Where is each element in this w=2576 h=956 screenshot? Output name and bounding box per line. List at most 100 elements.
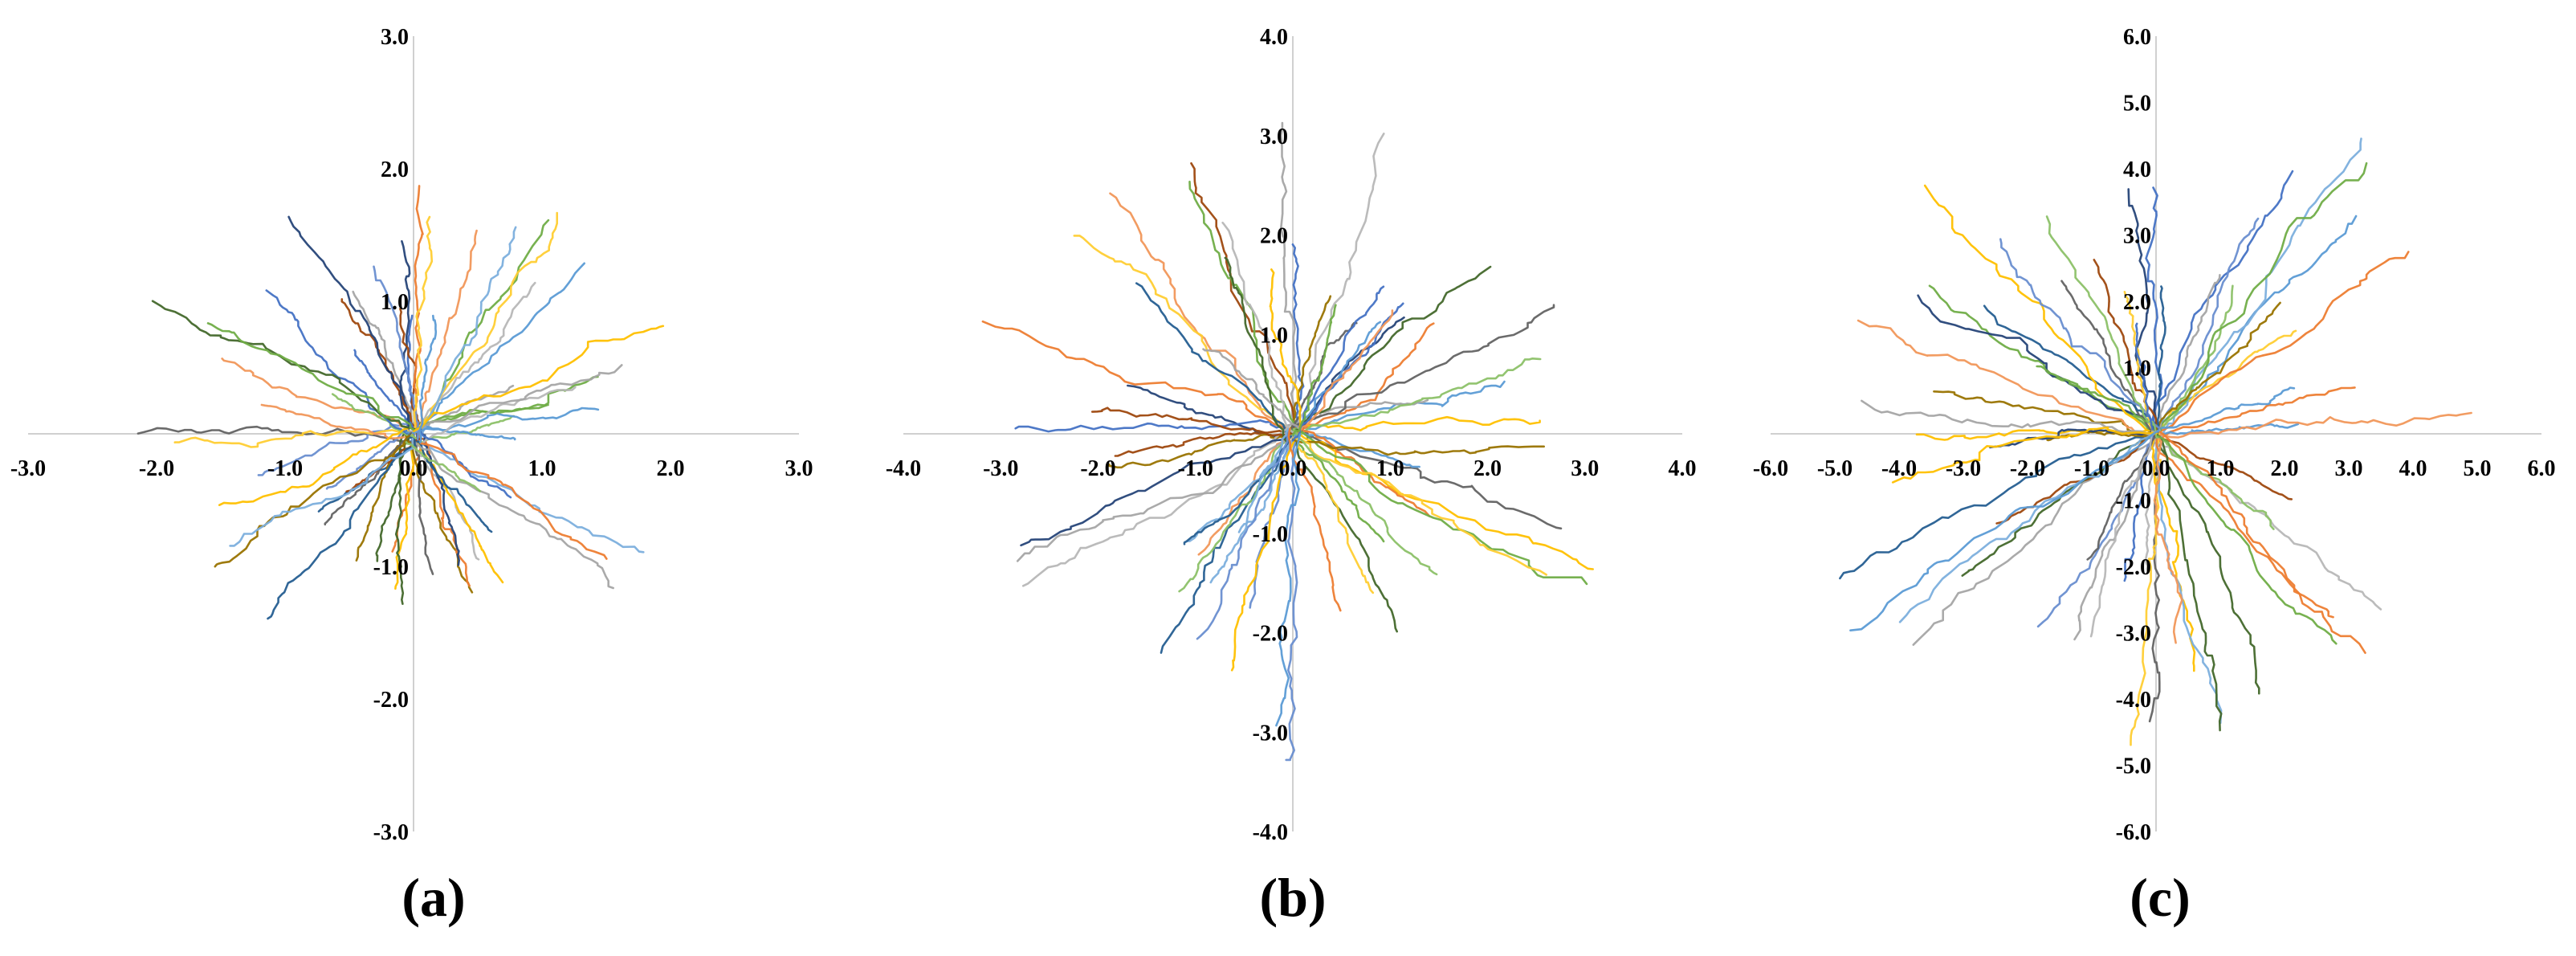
trajectory-line — [267, 439, 416, 620]
trajectory-line — [1197, 430, 1290, 556]
x-tick-label: 0.0 — [2142, 456, 2170, 481]
trajectory-line — [405, 441, 482, 492]
x-tick-label: 1.0 — [528, 456, 556, 481]
trajectory-line — [2155, 386, 2296, 431]
panel-label-a: (a) — [401, 867, 466, 928]
trajectory-line — [2154, 431, 2260, 695]
trajectory-line — [2153, 435, 2293, 500]
y-tick-label: 3.0 — [381, 25, 409, 50]
y-tick-label: -2.0 — [2116, 555, 2151, 580]
trajectory-line — [1298, 433, 1594, 570]
trajectory-line — [1020, 435, 1289, 547]
trajectory-line — [1109, 192, 1290, 430]
trajectory-line — [1230, 437, 1297, 672]
trajectory-line — [1292, 427, 1438, 576]
x-tick-label: -1.0 — [2074, 456, 2109, 481]
trajectory-line — [1021, 425, 1290, 587]
panel-label-c: (c) — [2130, 867, 2191, 928]
y-tick-label: -3.0 — [1253, 721, 1288, 746]
trajectory-line — [2086, 431, 2159, 561]
x-tick-label: 3.0 — [2335, 456, 2363, 481]
trajectory-line — [2127, 188, 2158, 436]
y-tick-label: 1.0 — [381, 290, 409, 315]
y-tick-label: 3.0 — [2123, 224, 2151, 249]
x-tick-label: 2.0 — [657, 456, 685, 481]
trajectory-line — [1291, 243, 1305, 435]
trajectory-line — [1839, 435, 2162, 580]
x-tick-label: 2.0 — [2271, 456, 2299, 481]
x-tick-label: -3.0 — [983, 456, 1018, 481]
trajectory-line — [1293, 357, 1542, 438]
y-tick-label: 6.0 — [2123, 25, 2151, 50]
trajectory-line — [1917, 294, 2160, 436]
trajectory-line — [1014, 419, 1289, 433]
panel-label-b: (b) — [1259, 867, 1327, 928]
trajectory-line — [1294, 431, 1420, 468]
trajectory-line — [1861, 399, 2161, 435]
trajectory-line — [1073, 235, 1293, 431]
x-tick-label: 3.0 — [785, 456, 813, 481]
trajectory-line — [1298, 426, 1431, 517]
x-tick-label: -6.0 — [1753, 456, 1788, 481]
trajectory-line — [1090, 407, 1301, 437]
trajectory-line — [2130, 427, 2162, 746]
trajectory-line — [1287, 428, 1588, 586]
x-tick-label: 5.0 — [2464, 456, 2492, 481]
x-tick-label: 0.0 — [400, 456, 428, 481]
trajectory-line — [415, 427, 512, 499]
trajectory-line — [2134, 322, 2154, 431]
trajectory-line — [1190, 162, 1295, 429]
trajectory-line — [229, 438, 414, 547]
trajectory-line — [373, 265, 420, 441]
y-tick-label: -3.0 — [373, 820, 409, 845]
trajectory-line — [2159, 386, 2356, 439]
trajectory-line — [1961, 428, 2158, 577]
trajectory-line — [257, 423, 413, 476]
trajectory-line — [409, 364, 623, 433]
y-tick-label: 3.0 — [1260, 125, 1288, 149]
trajectory-line — [2151, 431, 2275, 530]
trajectory-line — [394, 431, 415, 590]
y-tick-label: -1.0 — [2116, 489, 2151, 514]
trajectory-line — [2155, 430, 2366, 654]
trajectory-line — [1293, 439, 1385, 543]
trajectory-line — [1292, 321, 1382, 440]
y-tick-label: -4.0 — [1253, 820, 1288, 845]
trajectory-line — [1292, 436, 1547, 576]
trajectory-line — [413, 440, 614, 590]
trajectory-line — [416, 211, 558, 430]
trajectory-line — [1296, 433, 1375, 594]
trajectory-line — [1135, 282, 1299, 437]
trajectory-line — [404, 434, 474, 594]
trajectory-line — [214, 435, 410, 568]
trajectory-line — [1108, 431, 1299, 469]
y-tick-label: -2.0 — [373, 688, 409, 713]
trajectory-line — [1285, 295, 1332, 439]
trajectory-line — [260, 403, 406, 439]
x-tick-label: -3.0 — [1946, 456, 1981, 481]
trajectory-line — [375, 436, 410, 562]
trajectory-line — [1999, 238, 2162, 432]
x-tick-label: 4.0 — [2399, 456, 2427, 481]
trajectory-line — [394, 433, 406, 605]
trajectory-line — [1849, 429, 2160, 631]
trajectory-line — [2155, 285, 2166, 439]
trajectory-line — [1290, 427, 1398, 633]
trajectory-line — [2151, 329, 2297, 439]
y-tick-label: 1.0 — [1260, 323, 1288, 348]
trajectory-line — [1196, 430, 1290, 640]
trajectory-line — [1275, 433, 1302, 727]
trajectory-line — [412, 185, 424, 429]
trajectory-line — [1298, 316, 1405, 440]
trajectory-line — [2089, 429, 2154, 638]
trajectory-line — [419, 442, 608, 560]
x-tick-label: 3.0 — [1571, 456, 1599, 481]
trajectory-line — [1286, 265, 1492, 435]
trajectory-line — [1290, 321, 1358, 428]
y-tick-label: -5.0 — [2116, 754, 2151, 779]
trajectory-line — [1928, 284, 2155, 439]
trajectory-line — [422, 386, 577, 444]
trajectory-line — [1290, 415, 1541, 431]
trajectory-line — [218, 427, 410, 506]
trajectory-line — [1280, 121, 1300, 433]
